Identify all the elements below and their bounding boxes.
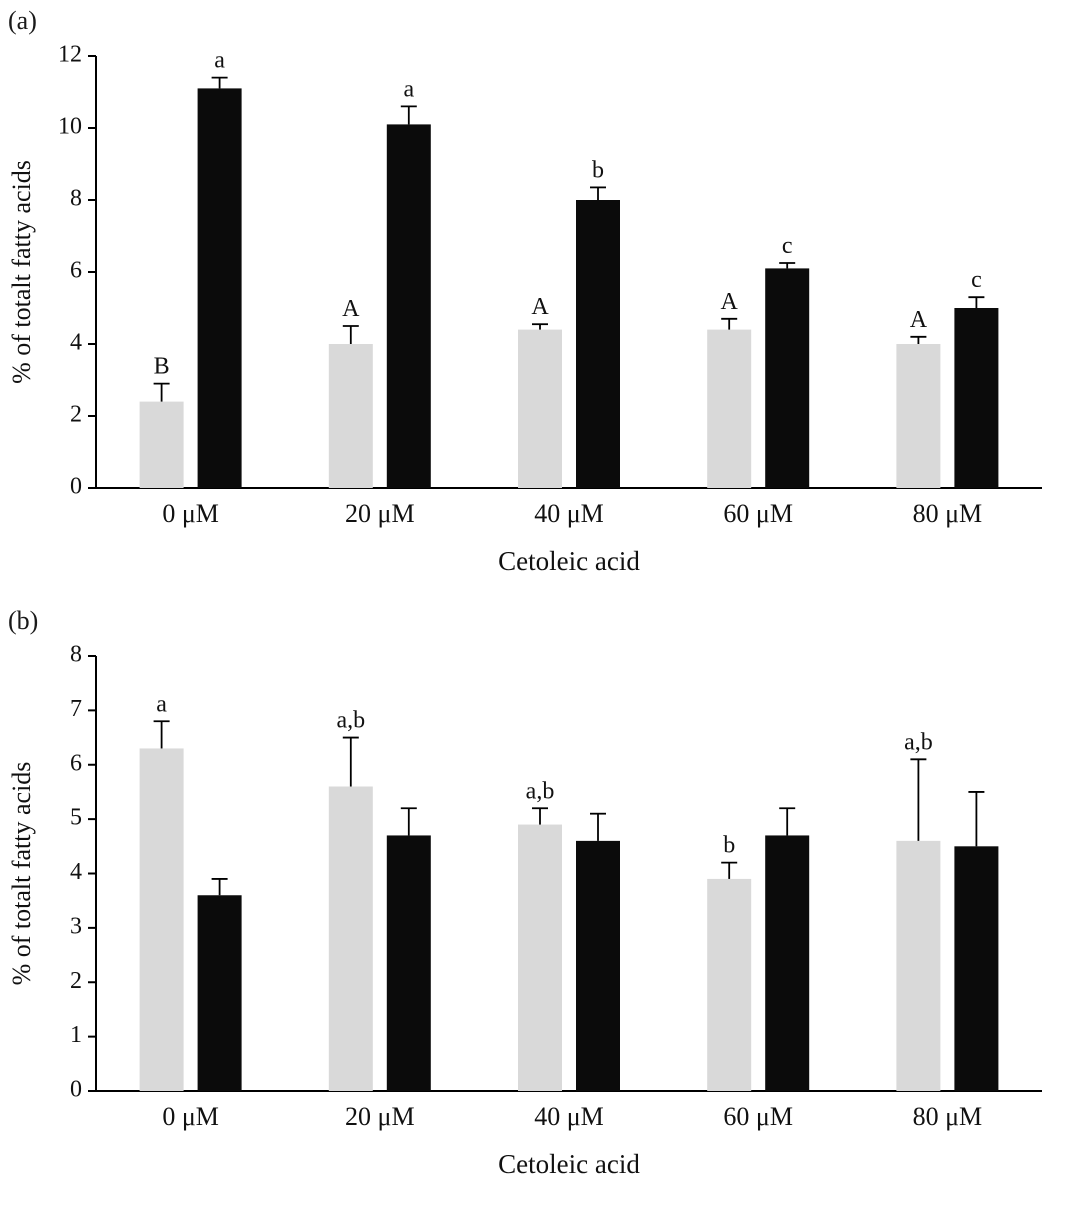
y-tick-label: 1 <box>70 1022 82 1048</box>
bar-series-black <box>954 846 999 1091</box>
bar-series-black <box>197 88 242 489</box>
bar-series-black <box>576 200 620 488</box>
y-tick-label: 8 <box>70 186 82 212</box>
significance-letter: B <box>154 354 170 380</box>
significance-letter: c <box>782 233 793 259</box>
bar-series-gray <box>518 329 562 488</box>
y-axis-title: % of totalt fatty acids <box>7 160 36 384</box>
significance-letter: A <box>531 294 549 320</box>
y-tick-label: 12 <box>58 42 82 68</box>
significance-letter: b <box>592 157 604 183</box>
significance-letter: a <box>214 48 225 74</box>
x-tick-label: 0 μM <box>162 499 219 528</box>
y-tick-label: 3 <box>70 913 82 939</box>
y-tick-label: 2 <box>70 968 82 994</box>
x-tick-label: 40 μM <box>534 499 604 528</box>
y-tick-label: 6 <box>70 258 82 284</box>
significance-letter: c <box>971 267 982 293</box>
significance-letter: A <box>342 296 360 322</box>
y-tick-label: 4 <box>70 330 82 356</box>
y-tick-label: 7 <box>70 696 82 722</box>
y-tick-label: 0 <box>70 1077 82 1103</box>
significance-letter: a <box>156 691 167 717</box>
significance-letter: a,b <box>336 708 365 734</box>
significance-letter: A <box>721 289 739 315</box>
significance-letter: a,b <box>904 729 933 755</box>
bar-series-gray <box>896 840 941 1091</box>
bar-series-gray <box>139 401 184 488</box>
x-tick-label: 60 μM <box>723 499 793 528</box>
bar-series-gray <box>707 878 752 1091</box>
y-tick-label: 2 <box>70 402 82 428</box>
x-tick-label: 20 μM <box>345 1102 415 1131</box>
x-tick-label: 0 μM <box>162 1102 219 1131</box>
significance-letter: a,b <box>526 778 555 804</box>
bar-series-black <box>386 124 431 489</box>
x-tick-label: 40 μM <box>534 1102 604 1131</box>
significance-letter: A <box>910 307 928 333</box>
bar-chart-svg: 0 2 4 6 8 10 12 0 μM Ba 20 μM Aa 40 μM Ab 60 μM Ac 80 μ… <box>7 42 1042 576</box>
panel-b-label: (b) <box>8 606 39 635</box>
x-tick-label: 80 μM <box>913 499 983 528</box>
y-tick-label: 4 <box>70 859 82 885</box>
bar-series-gray <box>896 344 941 488</box>
x-axis-title: Cetoleic acid <box>498 546 640 576</box>
bar-series-gray <box>707 329 752 488</box>
bar-series-black <box>576 840 620 1091</box>
bar-series-black <box>954 308 999 488</box>
bar-series-black <box>765 268 810 488</box>
bar-series-black <box>197 895 242 1091</box>
significance-letter: b <box>723 833 735 859</box>
x-tick-label: 60 μM <box>723 1102 793 1131</box>
y-tick-label: 5 <box>70 805 82 831</box>
bar-series-gray <box>518 824 562 1091</box>
x-axis-title: Cetoleic acid <box>498 1149 640 1179</box>
y-tick-label: 6 <box>70 750 82 776</box>
y-tick-label: 0 <box>70 474 82 500</box>
bar-series-gray <box>328 344 373 488</box>
bar-series-black <box>386 835 431 1091</box>
bar-series-gray <box>328 786 373 1091</box>
bar-series-black <box>765 835 810 1091</box>
bar-series-gray <box>139 748 184 1091</box>
x-tick-label: 80 μM <box>913 1102 983 1131</box>
significance-letter: a <box>403 76 414 102</box>
y-tick-label: 8 <box>70 642 82 668</box>
panel-a-label: (a) <box>8 6 37 35</box>
x-tick-label: 20 μM <box>345 499 415 528</box>
y-tick-label: 10 <box>58 114 82 140</box>
y-axis-title: % of totalt fatty acids <box>7 762 36 986</box>
